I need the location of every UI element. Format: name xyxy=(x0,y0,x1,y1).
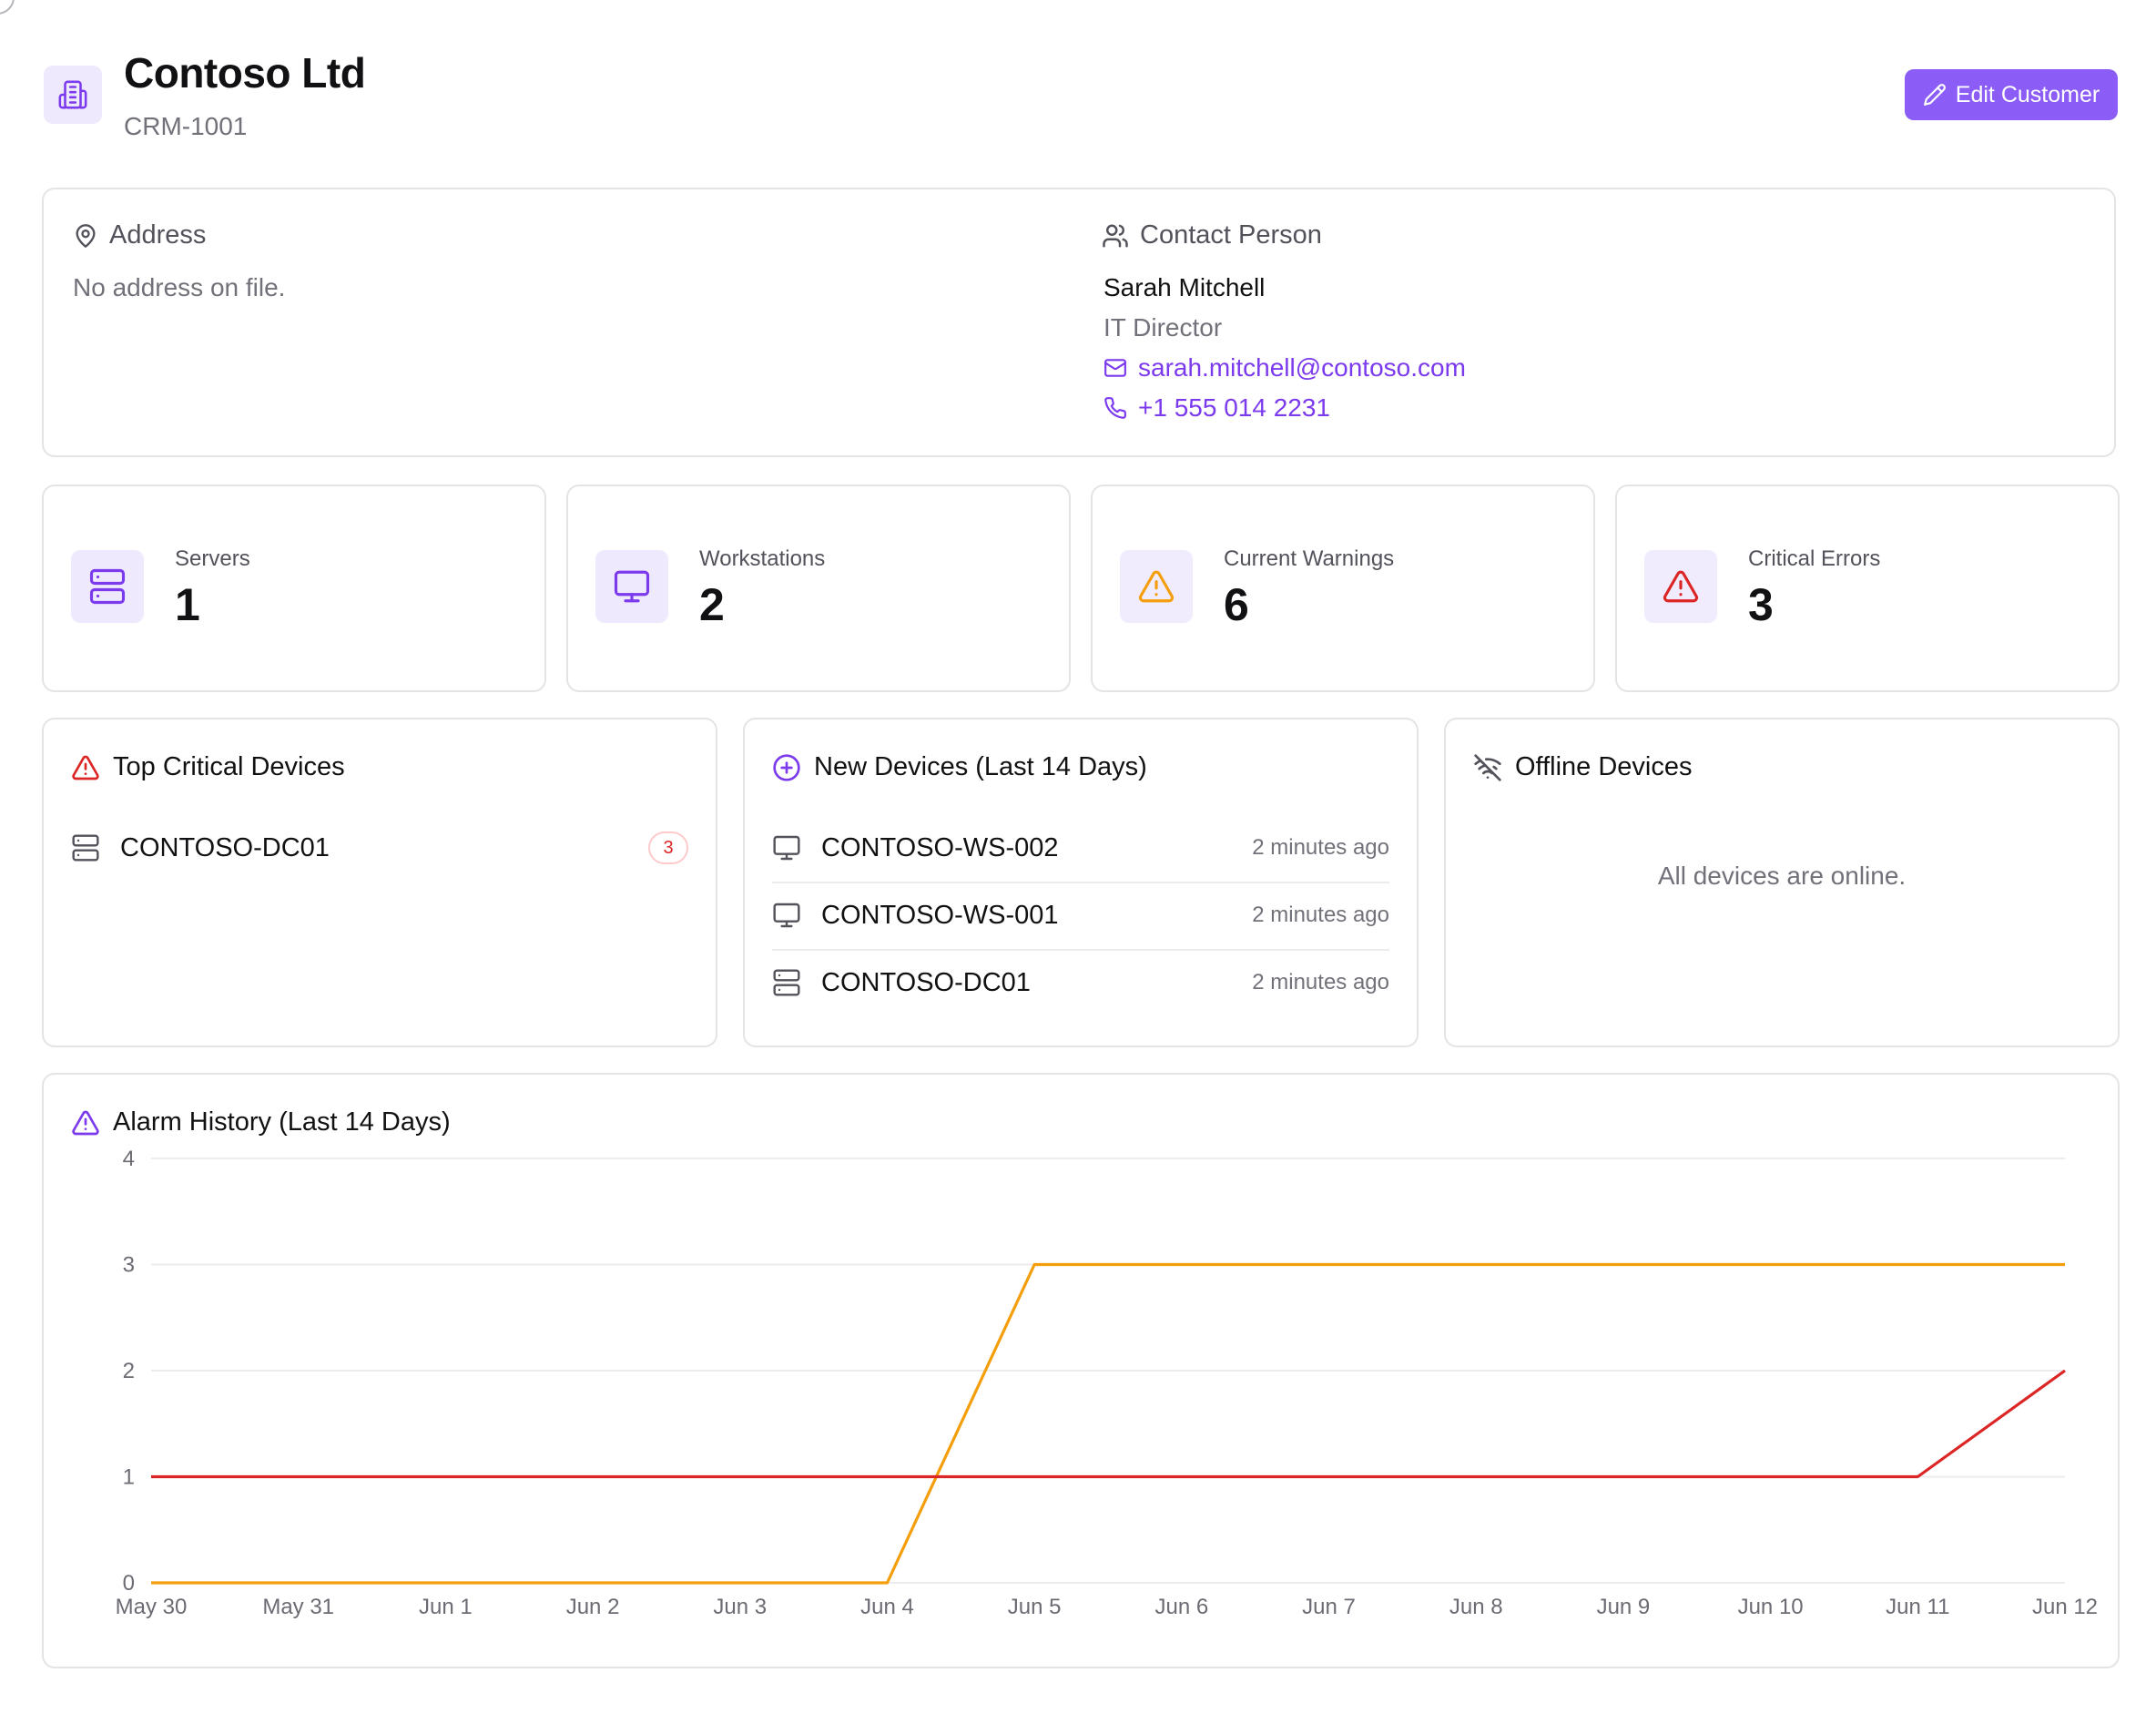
x-tick-label: Jun 6 xyxy=(1154,1595,1208,1619)
alarm-history-card: Alarm History (Last 14 Days) 0 1 2 3 4 May 30… xyxy=(42,1073,2120,1668)
divider xyxy=(772,949,1389,951)
list-item[interactable]: CONTOSO-DC01 3 xyxy=(71,814,688,882)
x-tick-label: May 30 xyxy=(116,1595,188,1619)
building-icon xyxy=(44,66,102,124)
alarm-history-title-label: Alarm History (Last 14 Days) xyxy=(113,1107,451,1137)
customer-info-card: Address No address on file. Contact Pers… xyxy=(42,188,2116,457)
series-line-1 xyxy=(151,1369,2066,1479)
stat-value: 1 xyxy=(175,579,200,630)
contact-name: Sarah Mitchell xyxy=(1103,273,1266,301)
device-name: CONTOSO-WS-002 xyxy=(821,832,1059,862)
x-tick-label: Jun 5 xyxy=(1008,1595,1062,1619)
device-name: CONTOSO-DC01 xyxy=(821,967,1031,997)
x-tick-label: Jun 8 xyxy=(1449,1595,1503,1619)
contact-heading: Contact Person xyxy=(1102,220,1322,250)
map-pin-icon xyxy=(73,223,98,249)
contact-heading-label: Contact Person xyxy=(1140,220,1322,250)
top-critical-title-label: Top Critical Devices xyxy=(113,752,345,781)
list-item[interactable]: CONTOSO-DC01 2 minutes ago xyxy=(772,949,1389,1016)
server-icon xyxy=(71,833,100,862)
stat-value: 6 xyxy=(1224,579,1249,630)
list-item[interactable]: CONTOSO-WS-001 2 minutes ago xyxy=(772,882,1389,949)
top-critical-devices-card: Top Critical Devices CONTOSO-DC01 3 xyxy=(42,718,717,1047)
address-text: No address on file. xyxy=(73,273,286,301)
wifi-off-icon xyxy=(1473,753,1502,782)
offline-devices-title: Offline Devices xyxy=(1473,752,1693,782)
y-tick-label: 3 xyxy=(123,1253,135,1278)
offline-message: All devices are online. xyxy=(1657,862,1907,890)
edit-customer-button[interactable]: Edit Customer xyxy=(1905,69,2118,120)
stat-label: Critical Errors xyxy=(1748,546,1881,571)
contact-role: IT Director xyxy=(1103,313,1223,342)
stat-value: 3 xyxy=(1748,579,1774,630)
critical-count-badge: 3 xyxy=(648,831,688,864)
x-tick-label: May 31 xyxy=(262,1595,334,1619)
alert-icon xyxy=(71,753,100,782)
device-time: 2 minutes ago xyxy=(1252,970,1389,994)
alarm-history-chart: 0 1 2 3 4 May 30 May 31 Jun 1 Jun 2 Jun 3 Jun 4 Jun… xyxy=(116,1147,2098,1619)
y-tick-label: 0 xyxy=(123,1571,135,1596)
x-tick-label: Jun 9 xyxy=(1597,1595,1651,1619)
address-heading: Address xyxy=(73,220,206,250)
x-tick-label: Jun 1 xyxy=(419,1595,473,1619)
monitor-icon xyxy=(772,833,801,862)
list-item[interactable]: CONTOSO-WS-002 2 minutes ago xyxy=(772,814,1389,882)
stat-card-warnings[interactable]: Current Warnings 6 xyxy=(1091,484,1595,692)
y-tick-label: 2 xyxy=(123,1359,135,1383)
monitor-icon xyxy=(595,550,668,623)
stat-label: Current Warnings xyxy=(1224,546,1395,571)
stat-label: Workstations xyxy=(699,546,826,571)
plus-circle-icon xyxy=(772,753,801,782)
device-time: 2 minutes ago xyxy=(1252,835,1389,860)
page-title: Contoso Ltd xyxy=(124,49,366,97)
warning-icon xyxy=(71,1108,100,1137)
device-name: CONTOSO-WS-001 xyxy=(821,900,1059,930)
y-tick-label: 1 xyxy=(123,1465,135,1490)
warning-icon xyxy=(1120,550,1193,623)
device-name: CONTOSO-DC01 xyxy=(120,832,330,862)
series-line-0 xyxy=(151,1262,2065,1585)
x-tick-label: Jun 12 xyxy=(2032,1595,2098,1619)
contact-email-link[interactable]: sarah.mitchell@contoso.com xyxy=(1103,353,1466,382)
monitor-icon xyxy=(772,901,801,930)
new-devices-title-label: New Devices (Last 14 Days) xyxy=(814,752,1147,781)
alarm-history-title: Alarm History (Last 14 Days) xyxy=(71,1107,451,1137)
server-icon xyxy=(71,550,144,623)
new-devices-title: New Devices (Last 14 Days) xyxy=(772,752,1147,782)
stat-label: Servers xyxy=(175,546,250,571)
divider xyxy=(772,882,1389,883)
contact-phone: +1 555 014 2231 xyxy=(1138,393,1330,422)
back-icon[interactable] xyxy=(0,0,15,15)
offline-devices-title-label: Offline Devices xyxy=(1515,752,1693,781)
pencil-icon xyxy=(1923,83,1947,107)
stat-card-critical[interactable]: Critical Errors 3 xyxy=(1615,484,2120,692)
alert-icon xyxy=(1644,550,1717,623)
x-tick-label: Jun 7 xyxy=(1302,1595,1356,1619)
x-tick-label: Jun 3 xyxy=(713,1595,767,1619)
new-devices-card: New Devices (Last 14 Days) CONTOSO-WS-00… xyxy=(743,718,1419,1047)
device-time: 2 minutes ago xyxy=(1252,903,1389,927)
top-critical-title: Top Critical Devices xyxy=(71,752,345,782)
server-icon xyxy=(772,968,801,997)
y-tick-label: 4 xyxy=(123,1147,135,1171)
edit-customer-label: Edit Customer xyxy=(1955,81,2100,107)
stat-card-workstations[interactable]: Workstations 2 xyxy=(566,484,1071,692)
stat-value: 2 xyxy=(699,579,725,630)
contact-phone-link[interactable]: +1 555 014 2231 xyxy=(1103,393,1330,423)
customer-id: CRM-1001 xyxy=(124,112,248,140)
x-tick-label: Jun 10 xyxy=(1738,1595,1804,1619)
mail-icon xyxy=(1103,356,1127,380)
contact-email: sarah.mitchell@contoso.com xyxy=(1138,353,1466,382)
x-tick-label: Jun 2 xyxy=(566,1595,620,1619)
x-tick-label: Jun 11 xyxy=(1886,1595,1949,1619)
x-tick-label: Jun 4 xyxy=(860,1595,914,1619)
phone-icon xyxy=(1103,396,1127,420)
users-icon xyxy=(1102,222,1129,250)
stat-card-servers[interactable]: Servers 1 xyxy=(42,484,546,692)
address-heading-label: Address xyxy=(109,220,207,250)
offline-devices-card: Offline Devices All devices are online. xyxy=(1444,718,2120,1047)
